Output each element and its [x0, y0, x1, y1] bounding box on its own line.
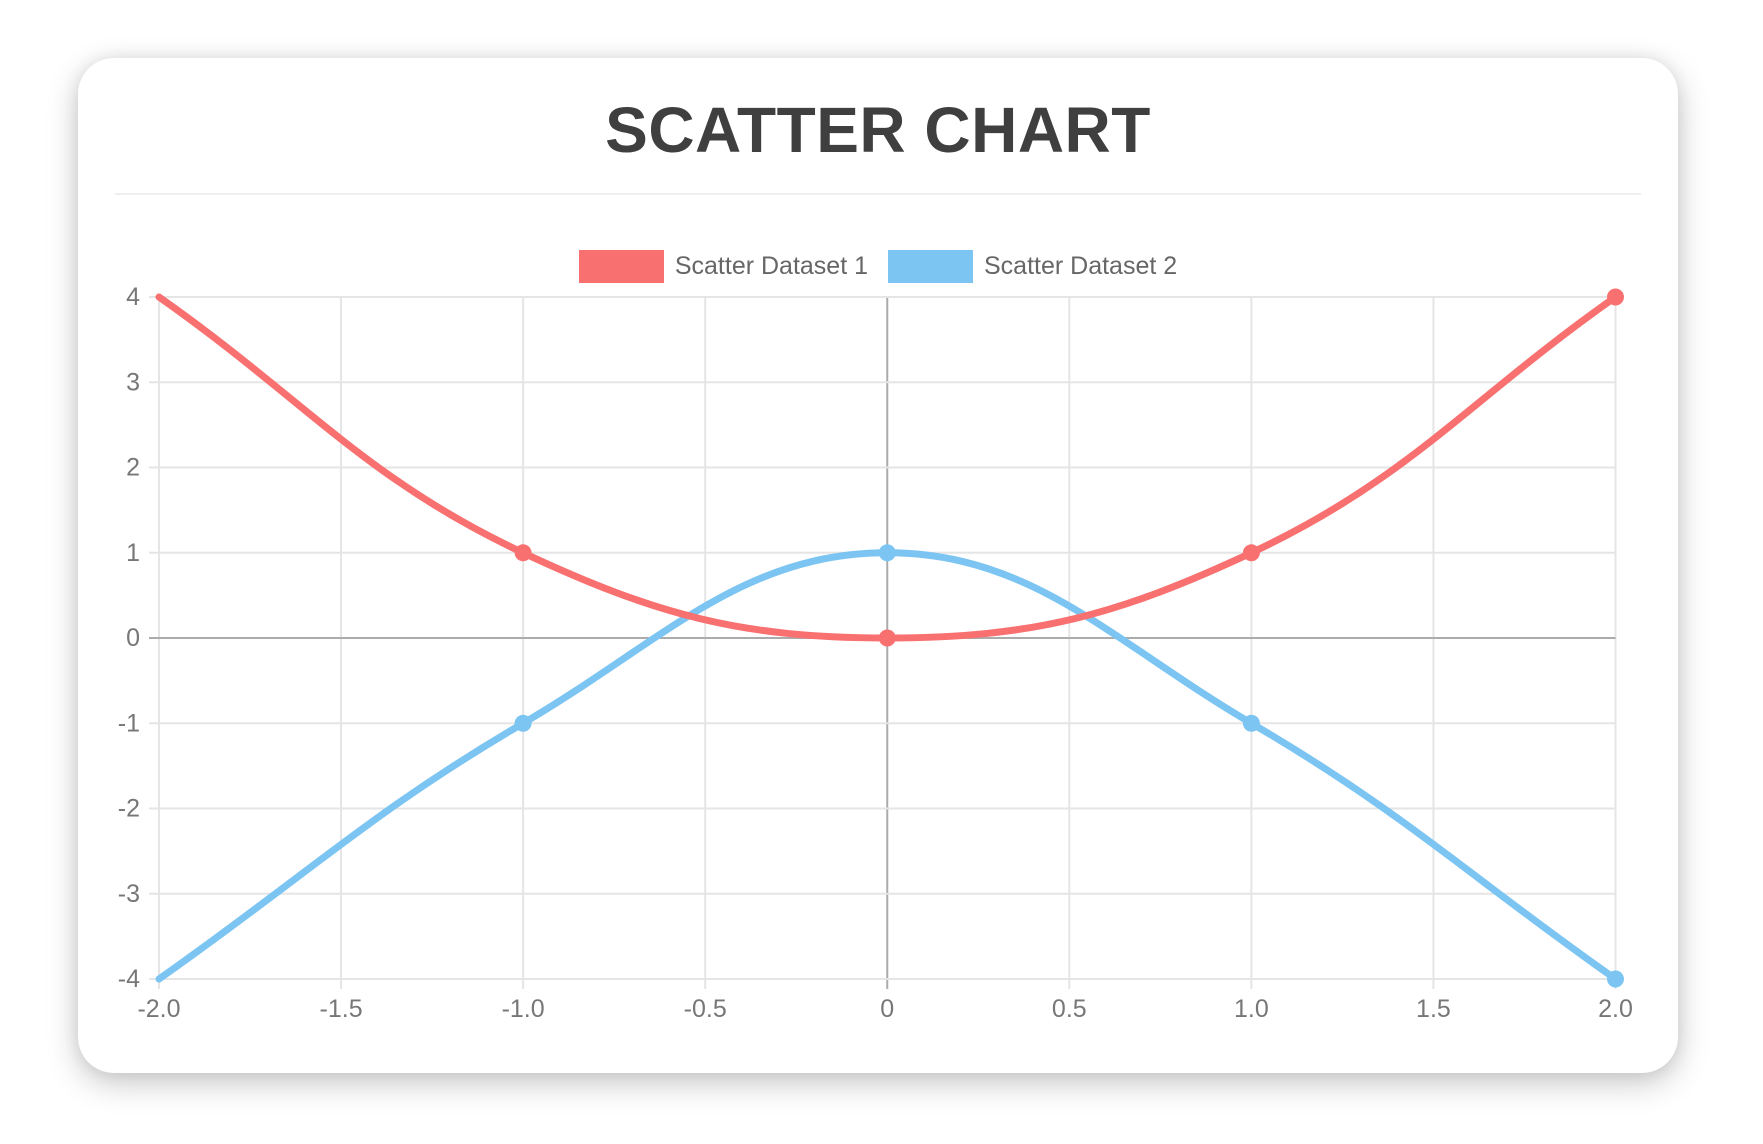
legend-label: Scatter Dataset 1 — [674, 252, 868, 280]
scatter-dataset-2-point[interactable] — [1242, 714, 1260, 732]
x-gridlines — [158, 297, 1617, 989]
scatter-dataset-1-point[interactable] — [1607, 288, 1624, 306]
legend-swatch — [888, 250, 973, 283]
y-tick-label: 0 — [126, 624, 140, 652]
legend-swatch — [578, 250, 664, 283]
series-scatter-dataset-2 — [155, 544, 1624, 988]
chart-legend: Scatter Dataset 1 Scatter Dataset 2 — [78, 250, 1678, 283]
x-tick-label: 0 — [880, 995, 894, 1023]
scatter-dataset-2-point[interactable] — [878, 544, 896, 562]
scatter-chart-canvas[interactable]: -2.0 -1.5 -1.0 -0.5 0 0.5 1.0 1.5 2.0 4 3 2 1 0 -1 -2 -3… — [78, 58, 1678, 1073]
axis-labels: -2.0 -1.5 -1.0 -0.5 0 0.5 1.0 1.5 2.0 4 3 2 1 0 -1 -2 -3… — [118, 283, 1633, 1023]
chart-card: SCATTER CHART Scatter Dataset 1 Scatter D… — [78, 58, 1678, 1073]
y-tick-label: -1 — [118, 709, 140, 737]
legend-item-2[interactable]: Scatter Dataset 2 — [888, 250, 1177, 283]
x-tick-label: 1.5 — [1416, 995, 1451, 1023]
y-tick-label: 4 — [126, 283, 140, 311]
y-tick-label: 1 — [126, 539, 140, 567]
x-tick-label: -1.5 — [320, 995, 363, 1023]
y-tick-label: 3 — [126, 368, 140, 396]
series-scatter-dataset-1 — [155, 288, 1624, 647]
x-tick-label: -2.0 — [137, 995, 180, 1023]
legend-item-1[interactable]: Scatter Dataset 1 — [578, 250, 868, 283]
scatter-dataset-2-point[interactable] — [514, 714, 532, 732]
x-tick-label: 0.5 — [1052, 995, 1087, 1023]
y-tick-label: 2 — [126, 454, 140, 482]
x-tick-label: 1.0 — [1234, 995, 1269, 1023]
page-title: SCATTER CHART — [605, 94, 1151, 166]
scatter-dataset-1-point[interactable] — [1242, 544, 1260, 562]
title-divider — [115, 193, 1641, 195]
scatter-dataset-2-point[interactable] — [1607, 970, 1624, 988]
scatter-dataset-1-point[interactable] — [514, 544, 532, 562]
x-tick-label: 2.0 — [1598, 995, 1633, 1023]
y-gridlines — [149, 296, 1616, 980]
y-tick-label: -4 — [118, 965, 140, 993]
y-tick-label: -3 — [118, 880, 140, 908]
legend-label: Scatter Dataset 2 — [984, 252, 1178, 280]
x-tick-label: -1.0 — [502, 995, 545, 1023]
scatter-dataset-1-point[interactable] — [878, 629, 896, 647]
y-tick-label: -2 — [118, 795, 140, 823]
x-tick-label: -0.5 — [684, 995, 727, 1023]
